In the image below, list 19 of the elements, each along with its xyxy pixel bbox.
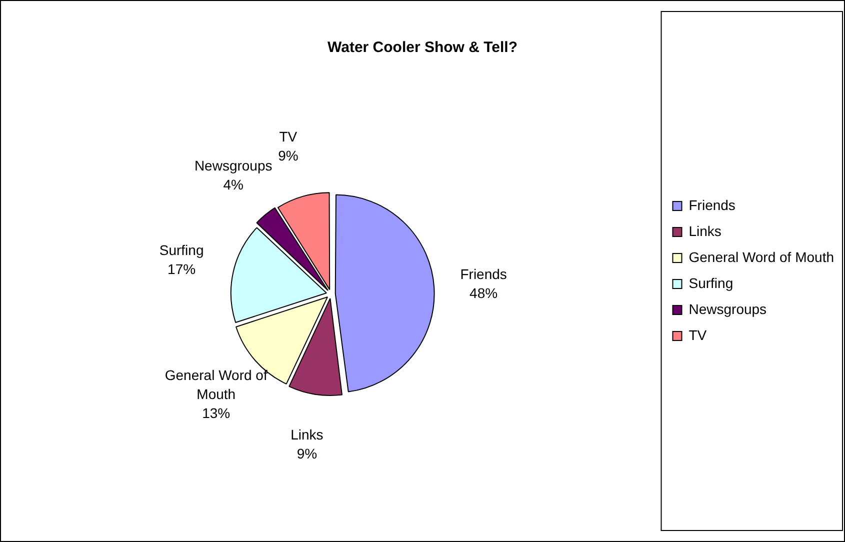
legend-label: General Word of Mouth — [688, 248, 834, 265]
legend-label: Surfing — [688, 274, 734, 291]
text: Water Cooler Show & Tell? — [327, 39, 518, 56]
data-label: 17% — [168, 260, 196, 277]
data-label: 13% — [202, 405, 230, 422]
slice-label: Links — [290, 426, 324, 442]
data-label: 4% — [223, 176, 244, 192]
legend-label: Friends — [688, 196, 736, 213]
slice-label: Newsgroups — [194, 157, 272, 174]
slice-label: Surfing — [159, 242, 204, 258]
data-label: 9% — [278, 147, 298, 164]
data-label: 48% — [470, 284, 498, 301]
slice-label: TV — [279, 128, 298, 144]
legend-label: TV — [688, 326, 708, 343]
legend-label: Links — [688, 222, 722, 239]
slice-label: General Word of Mouth — [164, 367, 268, 402]
slice-label: Friends — [460, 266, 507, 282]
legend-label: Newsgroups — [688, 300, 767, 317]
data-label: 9% — [296, 445, 318, 462]
